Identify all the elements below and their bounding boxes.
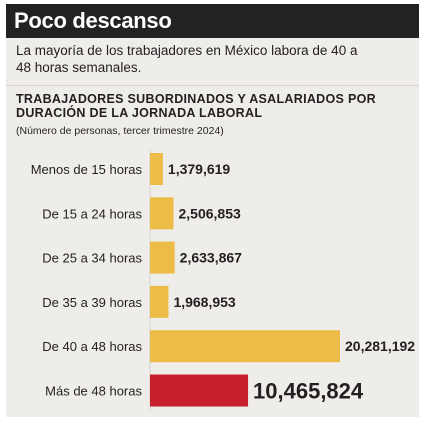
value-label: 2,633,867: [180, 250, 242, 266]
content-panel: La mayoría de los trabajadores en México…: [6, 38, 419, 417]
bar-5: [150, 374, 249, 407]
chart-title: TRABAJADORES SUBORDINADOS Y ASALARIADOS …: [16, 92, 376, 120]
bar-chart: Menos de 15 horas 1,379,619 De 15 a 24 hor…: [31, 149, 415, 411]
category-label: De 25 a 34 horas: [42, 251, 142, 266]
value-label: 1,379,619: [168, 161, 230, 177]
bar-4: [150, 330, 340, 363]
value-label: 1,968,953: [173, 294, 235, 310]
value-label: 10,465,824: [253, 379, 364, 404]
category-label: De 15 a 24 horas: [42, 206, 142, 221]
title-bar: Poco descanso: [6, 4, 419, 38]
bar-3: [150, 285, 169, 318]
category-label: Menos de 15 horas: [31, 162, 143, 177]
value-label: 20,281,192: [345, 338, 415, 354]
category-label: Más de 48 horas: [45, 384, 142, 399]
value-label: 2,506,853: [178, 205, 240, 221]
bar-2: [150, 241, 175, 274]
category-label: De 40 a 48 horas: [42, 339, 142, 354]
category-label: De 35 a 39 horas: [42, 295, 142, 310]
divider: [6, 85, 419, 86]
bar-1: [150, 197, 174, 230]
bar-0: [150, 153, 163, 185]
page-title: Poco descanso: [14, 8, 172, 33]
subtitle-text: La mayoría de los trabajadores en México…: [16, 43, 358, 75]
chart-note: (Número de personas, tercer trimestre 20…: [16, 125, 224, 137]
